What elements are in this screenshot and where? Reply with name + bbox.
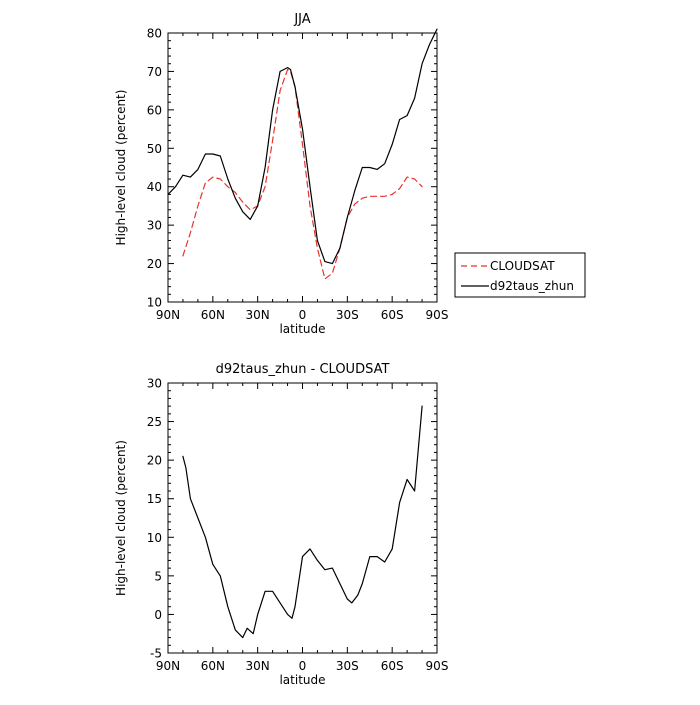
x-axis-label: latitude [279, 673, 325, 687]
x-tick-label: 60S [381, 659, 404, 673]
legend-box [454, 252, 586, 298]
x-tick-label: 30N [246, 659, 270, 673]
series-line-cloudsat [182, 68, 423, 280]
y-tick-label: 10 [147, 296, 162, 310]
chart-panel-2: d92taus_zhun - CLOUDSAT -5 0 5 10 15 20 25 30 90N… [114, 362, 448, 687]
y-axis-label: High-level cloud (percent) [114, 90, 128, 246]
y-tick-label: 30 [147, 377, 162, 391]
legend-label: d92taus_zhun [490, 279, 574, 293]
y-tick-label: 60 [147, 103, 162, 117]
x-tick-label: 0 [299, 308, 307, 322]
y-axis-label: High-level cloud (percent) [114, 440, 128, 596]
y-tick-label: 50 [147, 142, 162, 156]
y-tick-label: 70 [147, 65, 162, 79]
legend: CLOUDSAT d92taus_zhun [454, 252, 586, 298]
x-axis-label: latitude [279, 322, 325, 336]
series-line-difference [182, 405, 423, 639]
chart-title: d92taus_zhun - CLOUDSAT [216, 362, 390, 377]
y-tick-label: 10 [147, 531, 162, 545]
y-tick-label: 5 [154, 569, 162, 583]
series-line-d92taus-zhun [167, 28, 438, 265]
y-tick-label: -5 [150, 647, 162, 661]
x-tick-label: 90S [426, 308, 449, 322]
x-tick-label: 30S [336, 659, 359, 673]
x-tick-label: 60N [201, 659, 225, 673]
x-tick-label: 30N [246, 308, 270, 322]
legend-label: CLOUDSAT [490, 259, 555, 273]
x-tick-label: 90S [426, 659, 449, 673]
x-tick-label: 90N [156, 308, 180, 322]
y-tick-label: 80 [147, 27, 162, 41]
x-tick-label: 90N [156, 659, 180, 673]
y-tick-label: 20 [147, 454, 162, 468]
x-tick-label: 60S [381, 308, 404, 322]
y-tick-label: 30 [147, 219, 162, 233]
chart-title: JJA [293, 12, 310, 27]
chart-panel-1: JJA 10 20 30 40 50 60 70 80 90N 60N 30N 0 30S 60S 90S la… [114, 12, 586, 336]
y-tick-label: 20 [147, 257, 162, 271]
x-tick-label: 60N [201, 308, 225, 322]
y-tick-label: 25 [147, 415, 162, 429]
x-tick-label: 30S [336, 308, 359, 322]
y-tick-label: 0 [154, 608, 162, 622]
x-tick-label: 0 [299, 659, 307, 673]
plot-frame [167, 32, 438, 303]
y-tick-label: 40 [147, 180, 162, 194]
y-tick-label: 15 [147, 492, 162, 506]
